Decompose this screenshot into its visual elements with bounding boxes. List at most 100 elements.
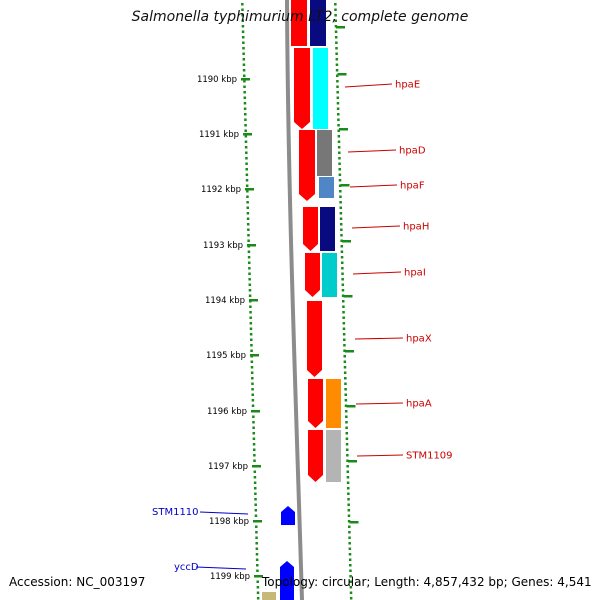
ruler-dot	[345, 421, 348, 424]
ruler-label: 1197 kbp	[208, 462, 248, 472]
ruler-dot	[254, 503, 257, 506]
ruler-dot	[241, 36, 245, 39]
ruler-dot	[341, 283, 345, 286]
ruler-dot	[255, 553, 259, 556]
forward-gene-arrow	[305, 253, 320, 297]
gene-label-hpaf: hpaF	[400, 181, 425, 192]
ruler-dot	[247, 256, 251, 259]
ruler-dot	[335, 74, 339, 77]
ruler-tick	[245, 188, 254, 191]
ruler-dot	[241, 8, 244, 11]
ruler-dot	[339, 195, 342, 198]
ruler-dot	[335, 58, 339, 61]
ruler-dot	[347, 492, 350, 495]
ruler-dot	[251, 388, 254, 391]
forward-gene-arrow	[294, 48, 310, 129]
right-gene-leaders	[344, 83, 404, 457]
gene-label-hpah: hpaH	[403, 222, 429, 233]
ruler-dot	[245, 179, 249, 182]
ruler-dot	[342, 322, 346, 325]
ruler-label: 1199 kbp	[210, 572, 250, 582]
ruler-dot	[334, 25, 338, 28]
ruler-dot	[252, 426, 255, 429]
ruler-dot	[255, 536, 258, 539]
gene-label-hpad: hpaD	[399, 146, 426, 157]
ruler-dot	[338, 162, 341, 165]
ruler-dot	[343, 355, 346, 358]
ruler-dot	[250, 344, 253, 347]
ruler-dot	[342, 316, 345, 319]
ruler-dot	[335, 52, 338, 55]
ruler-dot	[248, 294, 252, 297]
ruler-label: 1194 kbp	[205, 296, 245, 306]
forward-gene-arrow	[308, 379, 323, 428]
ruler-dot	[340, 228, 343, 231]
ruler-dot	[348, 553, 352, 556]
ruler-dot	[345, 432, 349, 435]
ruler-tick	[337, 73, 347, 76]
leader-line	[352, 271, 402, 275]
ruler-dot	[244, 146, 248, 149]
ruler-dot	[342, 311, 345, 314]
ruler-dot	[341, 272, 344, 275]
ruler-tick	[345, 350, 354, 353]
ruler-dot	[252, 448, 256, 451]
ruler-tick	[339, 128, 348, 131]
ruler-dot	[248, 272, 251, 275]
ruler-dot	[256, 580, 259, 583]
ruler-dot	[339, 201, 342, 204]
ruler-dot	[251, 393, 254, 396]
genome-summary: Topology: circular; Length: 4,857,432 bp…	[262, 575, 592, 589]
ruler-dot	[241, 3, 244, 6]
leader-line	[351, 225, 401, 229]
ruler-dot	[254, 498, 257, 501]
ruler-dot	[349, 586, 353, 589]
gene-label-hpax: hpaX	[406, 334, 432, 345]
ruler-dot	[335, 47, 338, 50]
ruler-label: 1195 kbp	[206, 351, 246, 361]
ruler-dot	[243, 80, 246, 83]
ruler-dot	[251, 382, 254, 385]
ruler-tick	[241, 78, 250, 81]
ruler-dot	[342, 333, 346, 336]
ruler-label: 1190 kbp	[197, 75, 237, 85]
leader-line	[344, 83, 393, 88]
ruler-dot	[337, 118, 340, 121]
ruler-dot	[343, 344, 346, 347]
ruler-tick	[336, 26, 345, 29]
gene-block-hpaa	[326, 379, 341, 428]
ruler-dot	[247, 239, 250, 242]
ruler-dot	[344, 404, 348, 407]
gene-label-stm1110: STM1110	[152, 507, 199, 518]
ruler-dot	[245, 184, 249, 187]
ruler-dot	[242, 58, 246, 61]
gene-label-hpai: hpaI	[404, 268, 426, 279]
leader-line	[195, 566, 247, 570]
ruler-dot	[335, 41, 338, 44]
ruler-dot	[253, 454, 256, 457]
ruler-dot	[342, 305, 345, 308]
ruler-dot	[349, 569, 352, 572]
ruler-tick	[243, 133, 252, 136]
gene-block-hpad	[317, 130, 332, 176]
ruler-label: 1196 kbp	[207, 407, 247, 417]
ruler-dot	[345, 415, 348, 418]
ruler-dot	[249, 305, 252, 308]
ruler-dot	[347, 503, 350, 506]
ruler-dot	[252, 443, 256, 446]
ruler-dot	[242, 74, 246, 77]
accession-text: Accession: NC_003197	[9, 575, 146, 589]
forward-gene-arrow	[308, 430, 323, 482]
ruler-dot	[344, 377, 347, 380]
ruler-dot	[345, 426, 348, 429]
ruler-dot	[340, 261, 344, 264]
gene-track-bottom-stub	[262, 592, 276, 600]
ruler-dot	[346, 476, 350, 479]
ruler-dot	[341, 267, 344, 270]
ruler-dot	[348, 547, 352, 550]
ruler-dot	[337, 146, 341, 149]
ruler-dot	[245, 157, 248, 160]
ruler-dot	[336, 107, 340, 110]
ruler-dot	[334, 3, 337, 6]
ruler-dot	[334, 14, 337, 17]
